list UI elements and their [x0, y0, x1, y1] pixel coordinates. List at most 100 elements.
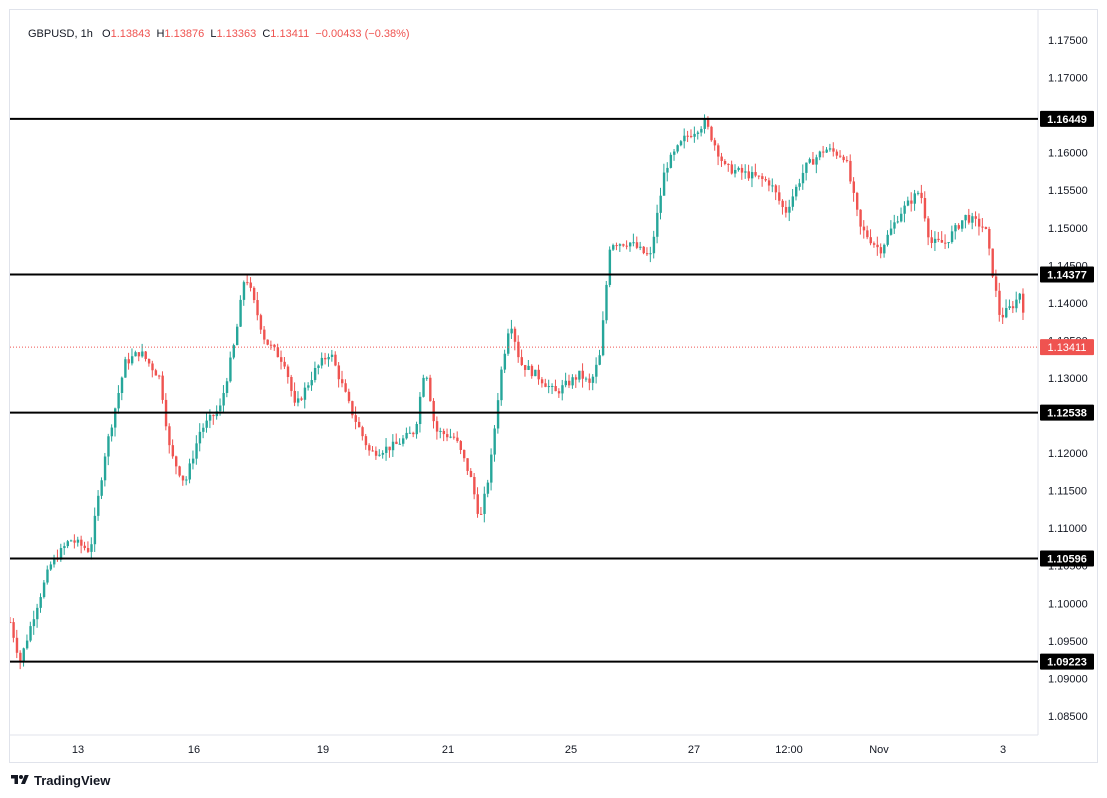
candle-body — [842, 156, 845, 161]
candle-body — [171, 445, 175, 457]
candle-body — [395, 441, 398, 444]
candle-body — [879, 247, 883, 254]
candle-body — [906, 200, 910, 206]
candle-body — [815, 157, 818, 165]
level-price-label: 1.14377 — [1047, 270, 1087, 282]
candle-body — [296, 398, 300, 403]
candle-body — [36, 607, 39, 620]
y-tick-label: 1.17000 — [1048, 73, 1088, 85]
candle-body — [639, 246, 642, 248]
candle-body — [22, 648, 25, 663]
candle-body — [527, 365, 530, 370]
candle-body — [669, 154, 673, 168]
tradingview-branding[interactable]: TradingView — [10, 771, 110, 789]
candle-body — [825, 149, 828, 153]
candle-body — [598, 355, 601, 365]
candle-body — [391, 441, 395, 451]
candle-body — [557, 391, 561, 394]
candle-body — [398, 443, 402, 445]
candle-body — [418, 396, 422, 425]
candle-body — [208, 414, 212, 421]
candle-body — [920, 192, 923, 199]
candle-body — [710, 126, 713, 141]
candlestick-chart[interactable]: 1.175001.170001.165001.160001.155001.150… — [10, 10, 1099, 764]
candle-body — [612, 245, 615, 250]
candle-body — [154, 370, 158, 376]
x-tick-label: 16 — [188, 744, 200, 756]
candle-body — [554, 385, 557, 392]
candle-body — [252, 287, 256, 301]
candle-body — [456, 437, 459, 442]
candle-body — [981, 226, 984, 228]
level-price-label: 1.12538 — [1047, 408, 1087, 420]
candle-body — [839, 155, 842, 157]
candle-body — [507, 333, 510, 354]
candle-body — [1018, 293, 1022, 300]
legend-open-value: 1.13843 — [110, 28, 151, 40]
candle-body — [940, 240, 944, 243]
candle-body — [923, 198, 927, 219]
candle-body — [493, 428, 496, 455]
candle-body — [53, 557, 56, 565]
candle-body — [496, 400, 500, 429]
y-tick-label: 1.09000 — [1048, 673, 1088, 685]
legend-close-value: 1.13411 — [270, 28, 310, 40]
legend-low-value: 1.13363 — [216, 28, 257, 40]
candle-body — [991, 248, 994, 277]
candle-body — [950, 231, 954, 243]
candle-body — [405, 432, 408, 439]
candle-body — [283, 361, 286, 367]
candle-body — [263, 329, 266, 340]
candle-body — [994, 276, 998, 291]
candle-body — [235, 326, 239, 346]
candle-body — [727, 163, 730, 165]
candle-body — [354, 415, 357, 422]
candle-body — [791, 196, 795, 207]
candle-body — [862, 226, 866, 231]
candle-body — [967, 214, 971, 223]
candle-body — [693, 133, 696, 137]
legend-symbol: GBPUSD — [28, 28, 75, 40]
candle-body — [581, 370, 584, 379]
y-tick-label: 1.15500 — [1048, 185, 1088, 197]
candle-body — [1015, 299, 1018, 309]
candle-body — [137, 352, 141, 357]
candle-body — [903, 205, 906, 214]
candle-body — [737, 167, 740, 170]
candle-body — [523, 365, 527, 370]
candle-body — [537, 369, 540, 380]
chart-frame[interactable]: 1.175001.170001.165001.160001.155001.150… — [9, 9, 1098, 763]
candle-body — [300, 398, 303, 400]
y-tick-label: 1.11000 — [1048, 523, 1087, 535]
candle-body — [147, 358, 151, 364]
candle-body — [103, 456, 107, 481]
candle-body — [378, 454, 381, 456]
candle-body — [324, 357, 327, 360]
candle-body — [977, 218, 981, 227]
candle-body — [195, 443, 198, 459]
candle-body — [408, 432, 412, 434]
candle-body — [341, 379, 344, 384]
x-tick-label: 12:00 — [775, 744, 803, 756]
legend-high-label: H — [156, 28, 165, 40]
candle-body — [564, 380, 568, 386]
y-tick-label: 1.12000 — [1048, 448, 1088, 460]
candle-body — [151, 363, 154, 371]
candle-body — [452, 436, 456, 438]
candle-body — [439, 430, 442, 432]
y-tick-label: 1.11500 — [1048, 486, 1087, 498]
candle-body — [432, 400, 435, 422]
candle-body — [46, 569, 49, 583]
candle-body — [513, 328, 517, 342]
candle-body — [110, 427, 114, 437]
candle-body — [449, 436, 452, 438]
candle-body — [876, 244, 879, 248]
candle-body — [256, 300, 259, 316]
y-tick-label: 1.09500 — [1048, 636, 1088, 648]
candle-body — [652, 236, 656, 254]
candle-body — [286, 366, 290, 378]
candle-body — [473, 476, 476, 495]
candle-body — [551, 385, 554, 387]
candle-body — [849, 160, 852, 182]
level-price-tag — [1040, 653, 1094, 670]
